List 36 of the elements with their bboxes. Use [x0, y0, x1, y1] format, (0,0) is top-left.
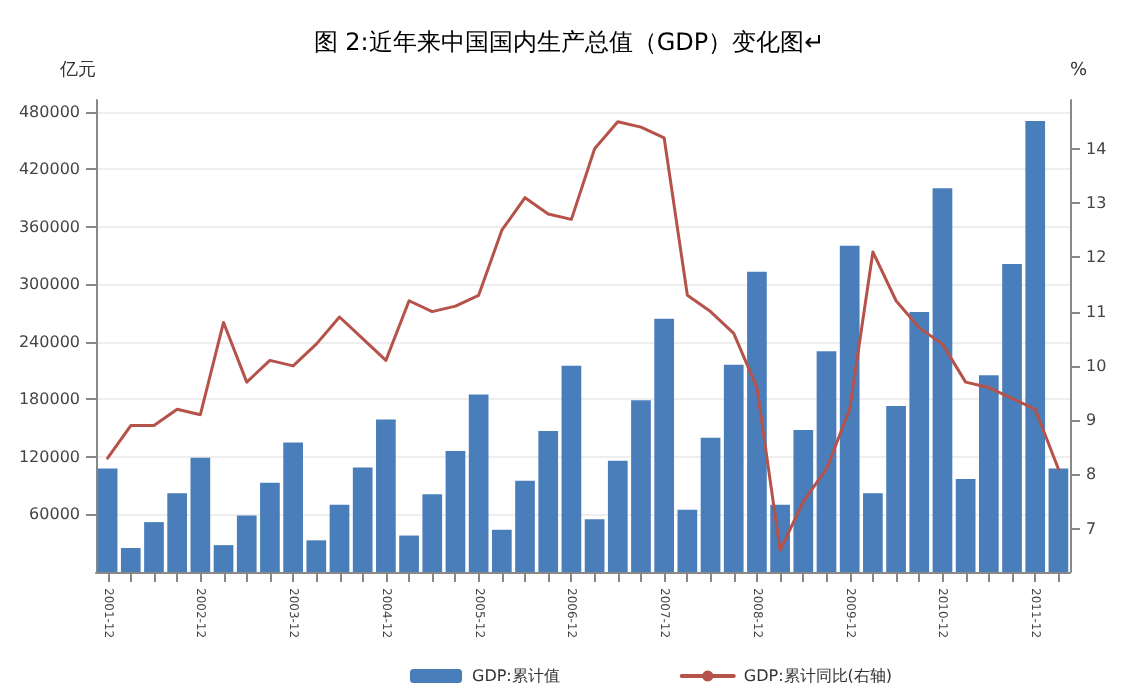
y-tick-label: 300000	[18, 275, 80, 294]
y2-tick-label: 7	[1086, 519, 1097, 538]
y2-tick-label: 12	[1086, 248, 1107, 267]
legend-label: GDP:累计值	[472, 667, 560, 685]
line-series	[106, 120, 1060, 552]
bar	[1048, 468, 1069, 572]
y2-tick-label: 14	[1086, 139, 1107, 158]
y2-tick-label: 11	[1086, 302, 1107, 321]
y2-tick-label: 9	[1086, 411, 1097, 430]
y-axis-title: 亿元	[58, 59, 96, 81]
y2-tick-label: 8	[1086, 465, 1097, 484]
bar	[468, 394, 489, 572]
bar	[97, 468, 118, 572]
y-tick-label: 60000	[29, 505, 80, 524]
bar	[213, 545, 234, 572]
bar	[955, 478, 976, 572]
bar	[932, 188, 953, 572]
y-tick-label: 480000	[18, 102, 80, 121]
y2-tick-label: 10	[1086, 356, 1107, 375]
bar	[584, 519, 605, 572]
y2-tick-label: 13	[1086, 194, 1107, 213]
bar	[700, 437, 721, 572]
y-tick-label: 120000	[18, 447, 80, 466]
bar	[329, 504, 350, 572]
y-tick-label: 360000	[18, 217, 80, 236]
bar	[561, 365, 582, 572]
y2-axis-title: %	[1070, 61, 1088, 81]
bar	[816, 351, 837, 572]
y-tick-label: 420000	[18, 160, 80, 179]
legend-label: GDP:累计同比(右轴)	[743, 667, 893, 685]
y-tick-label: 180000	[18, 390, 80, 409]
bar	[445, 451, 466, 572]
bar	[677, 509, 698, 572]
bar	[190, 457, 211, 572]
chart-title: 图 2:近年来中国国内生产总值（GDP）变化图↵	[313, 28, 825, 56]
y-tick-label: 240000	[18, 332, 80, 351]
